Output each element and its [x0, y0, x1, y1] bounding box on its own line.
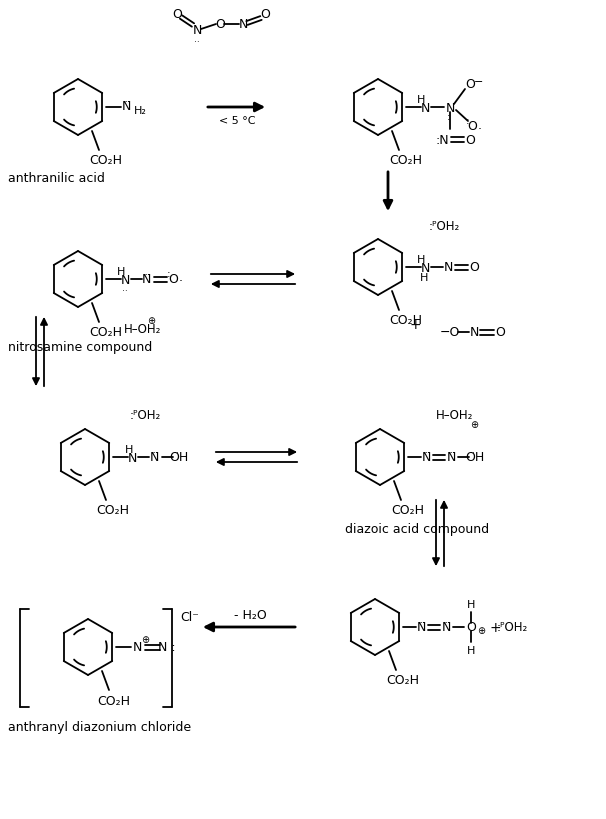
Text: H: H	[467, 600, 475, 609]
Text: N̈: N̈	[416, 621, 425, 634]
Text: :: :	[466, 115, 470, 126]
Text: O: O	[215, 19, 225, 31]
Text: ..: ..	[122, 284, 128, 293]
Text: N: N	[192, 24, 202, 37]
Text: CO₂H: CO₂H	[90, 326, 122, 339]
Text: H: H	[417, 255, 425, 265]
Text: CO₂H: CO₂H	[387, 674, 419, 686]
Text: O: O	[466, 621, 476, 634]
Text: :: :	[447, 112, 451, 122]
Text: H₂: H₂	[134, 106, 147, 115]
Text: +: +	[489, 620, 501, 634]
Text: < 5 °C: < 5 °C	[219, 115, 255, 126]
Text: diazoic acid compound: diazoic acid compound	[345, 523, 489, 536]
Text: N: N	[238, 19, 248, 31]
Text: O: O	[465, 133, 475, 147]
Text: ⊕: ⊕	[477, 625, 485, 636]
Text: ⊕: ⊕	[470, 419, 478, 429]
Text: CO₂H: CO₂H	[98, 695, 130, 708]
Text: N: N	[445, 102, 454, 115]
Text: ⊕: ⊕	[147, 315, 155, 326]
Text: CO₂H: CO₂H	[391, 504, 424, 517]
Text: N̈: N̈	[441, 621, 451, 634]
Text: nitrosamine compound: nitrosamine compound	[8, 341, 152, 354]
Text: H–OH₂: H–OH₂	[436, 409, 474, 422]
Text: ..: ..	[194, 34, 200, 43]
Text: H–OH₂: H–OH₂	[124, 324, 162, 336]
Text: N̈: N̈	[121, 99, 131, 112]
Text: O: O	[172, 8, 182, 21]
Text: N: N	[132, 640, 142, 654]
Text: O: O	[465, 78, 475, 90]
Text: N: N	[121, 274, 130, 287]
Text: :ᴾOH₂: :ᴾOH₂	[496, 621, 528, 634]
Text: Cl⁻: Cl⁻	[180, 611, 199, 624]
Text: O: O	[260, 8, 270, 21]
Text: N: N	[444, 261, 453, 274]
Text: N: N	[421, 262, 430, 275]
Text: O: O	[467, 120, 477, 133]
Text: ⊕: ⊕	[141, 634, 149, 645]
Text: N̈: N̈	[446, 451, 456, 464]
Text: - H₂O: - H₂O	[234, 609, 267, 622]
Text: CO₂H: CO₂H	[96, 504, 130, 517]
Text: O: O	[469, 261, 479, 274]
Text: −: −	[474, 77, 484, 87]
Text: :ᴾOH₂: :ᴾOH₂	[428, 219, 459, 233]
Text: anthranyl diazonium chloride: anthranyl diazonium chloride	[8, 721, 191, 734]
Text: ÖH: ÖH	[465, 451, 485, 464]
Text: H: H	[117, 267, 125, 277]
Text: N: N	[421, 102, 430, 115]
Text: −O: −O	[440, 326, 460, 339]
Text: CO₂H: CO₂H	[390, 314, 422, 327]
Text: CO₂H: CO₂H	[390, 154, 422, 167]
Text: H: H	[125, 445, 133, 455]
Text: H: H	[417, 95, 425, 105]
Text: :: :	[167, 269, 171, 278]
Text: ·: ·	[179, 275, 183, 288]
Text: ·: ·	[478, 124, 482, 136]
Text: N: N	[127, 452, 137, 465]
Text: O: O	[168, 274, 178, 286]
Text: N̈: N̈	[141, 274, 151, 286]
Text: N̈: N̈	[149, 451, 159, 464]
Text: ÖH: ÖH	[169, 451, 188, 464]
Text: CO₂H: CO₂H	[90, 154, 122, 167]
Text: N̈: N̈	[421, 451, 431, 464]
Text: H: H	[420, 273, 428, 283]
Text: :N: :N	[435, 133, 449, 147]
Text: H: H	[467, 645, 475, 655]
Text: N :: N :	[158, 640, 176, 654]
Text: :ᴾOH₂: :ᴾOH₂	[129, 409, 161, 422]
Text: +: +	[409, 318, 421, 332]
Text: N: N	[469, 326, 479, 339]
Text: anthranilic acid: anthranilic acid	[8, 171, 105, 184]
Text: O: O	[495, 326, 505, 339]
